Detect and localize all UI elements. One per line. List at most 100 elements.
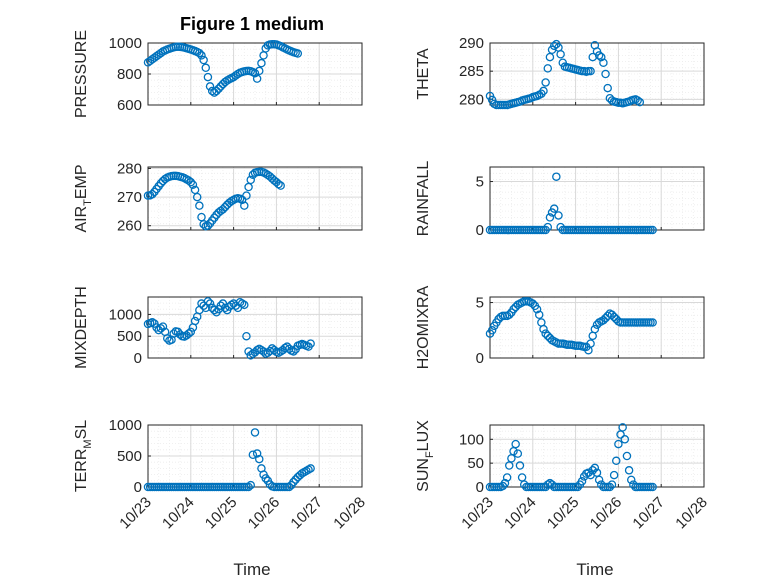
x-tick-label: 10/25 — [544, 494, 583, 533]
data-point — [250, 428, 260, 437]
data-point — [543, 331, 553, 341]
subplot-terr-msl: 0 500 1000 10/23 10/24 10/25 10/26 10/27 10/28 TE… — [73, 417, 369, 532]
x-tick-label: 10/26 — [245, 494, 284, 533]
data-point — [203, 221, 213, 230]
data-point — [216, 82, 226, 91]
data-point — [607, 480, 617, 489]
data-point — [586, 339, 595, 348]
data-point — [648, 482, 657, 492]
data-point — [203, 72, 213, 82]
data-point — [188, 180, 198, 190]
data-point — [289, 477, 298, 487]
data-point — [289, 347, 298, 356]
data-point — [186, 177, 196, 187]
data-point — [220, 77, 230, 87]
data-point — [505, 310, 514, 319]
data-point — [216, 301, 226, 310]
data-point — [205, 82, 215, 91]
data-point — [291, 475, 300, 484]
x-tick-label: 10/26 — [587, 494, 626, 533]
y-tick-label: 600 — [117, 97, 142, 114]
x-tick-label: 10/23 — [458, 494, 497, 533]
data-point — [220, 202, 230, 212]
data-point — [192, 192, 202, 202]
data-point — [601, 313, 610, 323]
x-tick-label: 10/28 — [672, 494, 711, 533]
data-point — [306, 339, 315, 348]
data-point — [261, 474, 270, 483]
x-tick-label: 10/24 — [501, 494, 540, 533]
data-point — [532, 304, 542, 314]
x-tick-label: 10/28 — [330, 494, 369, 533]
data-point — [184, 329, 193, 338]
y-axis-label: RAINFALL — [415, 161, 432, 237]
data-point — [584, 468, 593, 477]
y-tick-label: 0 — [476, 479, 484, 496]
data-point — [487, 326, 497, 335]
data-point — [184, 176, 193, 185]
data-point — [609, 470, 619, 480]
data-point — [242, 191, 251, 200]
data-point — [274, 179, 283, 189]
data-point — [554, 211, 563, 220]
data-point — [246, 175, 255, 185]
data-point — [284, 482, 294, 492]
subplot-sun-flux: 0 50 100 10/23 10/24 10/25 10/26 10/27 10/28 SUNF… — [415, 420, 711, 533]
data-point — [528, 299, 538, 308]
y-tick-label: 1000 — [109, 35, 142, 52]
data-point — [515, 461, 525, 470]
data-point — [607, 310, 617, 319]
data-point — [509, 304, 518, 314]
y-tick-label: 5 — [476, 295, 484, 312]
data-point — [203, 297, 213, 306]
data-point — [609, 312, 619, 322]
data-point — [214, 84, 223, 93]
axes-frame — [489, 166, 705, 231]
y-axis-label: SUNFLUX — [415, 420, 436, 492]
data-point — [195, 48, 204, 58]
y-axis-label: THETA — [415, 48, 432, 100]
data-point — [622, 451, 632, 461]
y-tick-label: 100 — [459, 431, 484, 448]
data-point — [242, 331, 251, 341]
data-point — [148, 189, 157, 199]
data-point — [175, 330, 185, 339]
y-tick-label: 1000 — [109, 417, 142, 434]
x-tick-label: 10/24 — [159, 494, 198, 533]
data-point — [539, 324, 548, 334]
series-markers — [485, 172, 657, 235]
data-point — [511, 439, 520, 449]
data-point — [276, 181, 285, 190]
data-point — [543, 64, 553, 73]
y-tick-label: 285 — [459, 63, 484, 80]
series-markers — [485, 423, 657, 492]
data-point — [284, 344, 294, 354]
data-point — [500, 478, 510, 488]
data-point — [197, 51, 206, 60]
y-tick-label: 280 — [459, 91, 484, 108]
data-point — [190, 316, 200, 326]
series-markers — [143, 167, 285, 231]
data-point — [195, 201, 204, 210]
data-point — [534, 310, 544, 319]
data-point — [186, 327, 196, 337]
data-point — [255, 454, 264, 464]
axes-frame — [489, 42, 705, 106]
data-point — [218, 205, 228, 214]
data-point — [250, 68, 260, 78]
data-point — [156, 48, 166, 58]
data-point — [156, 179, 166, 188]
y-tick-label: 280 — [117, 160, 142, 177]
data-point — [626, 475, 636, 485]
data-point — [212, 86, 221, 96]
series-markers — [485, 297, 657, 355]
data-point — [252, 74, 262, 83]
data-point — [169, 329, 178, 338]
data-point — [210, 305, 219, 315]
y-tick-label: 270 — [117, 189, 142, 206]
data-point — [173, 327, 183, 337]
data-point — [543, 222, 553, 232]
data-point — [240, 300, 249, 310]
data-point — [205, 299, 215, 308]
subplot-mixdepth: 0 500 1000 MIXDEPTH — [73, 286, 363, 369]
